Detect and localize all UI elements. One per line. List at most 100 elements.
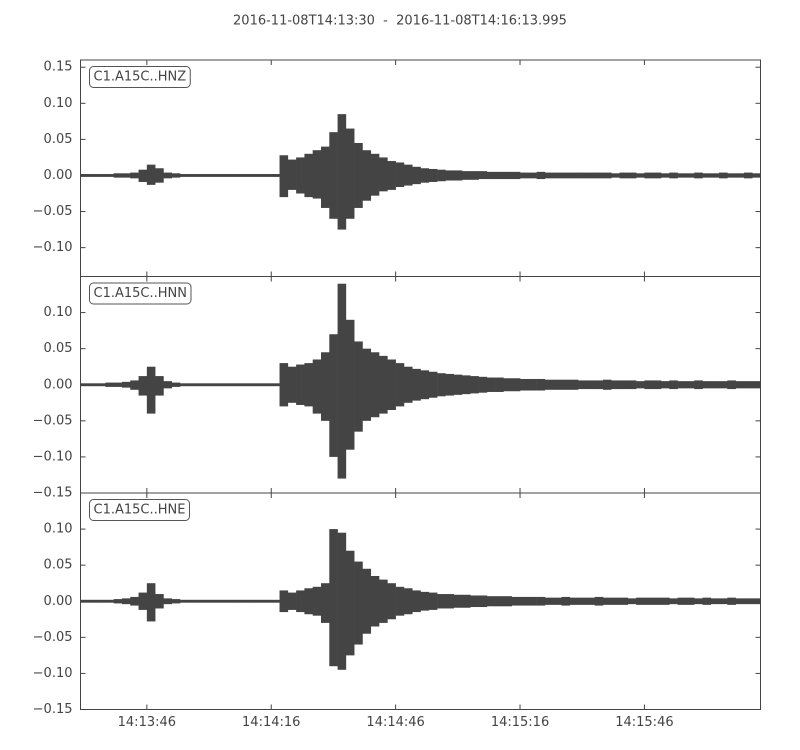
y-tick-label: −0.05 <box>33 204 73 219</box>
waveform-envelope <box>627 598 637 605</box>
waveform-envelope <box>627 172 637 179</box>
waveform-envelope <box>578 172 587 179</box>
waveform-envelope <box>345 550 355 656</box>
waveform-envelope <box>437 169 446 182</box>
waveform-envelope <box>279 590 289 613</box>
waveform-envelope <box>420 370 430 400</box>
channel-label: C1.A15C..HNN <box>94 286 187 301</box>
waveform-envelope <box>644 172 654 179</box>
waveform-envelope <box>561 172 571 179</box>
waveform-envelope <box>428 371 438 398</box>
waveform-envelope <box>710 173 720 178</box>
waveform-envelope <box>387 161 396 190</box>
waveform-envelope <box>113 599 123 604</box>
waveform-envelope <box>503 171 513 180</box>
waveform-envelope <box>685 173 695 178</box>
waveform-envelope <box>511 596 521 606</box>
waveform-envelope <box>262 174 272 177</box>
waveform-envelope <box>470 171 479 180</box>
waveform-envelope <box>370 153 380 196</box>
waveform-envelope <box>445 373 454 396</box>
waveform-envelope <box>320 583 330 623</box>
waveform-envelope <box>204 599 214 603</box>
waveform-envelope <box>536 171 546 180</box>
waveform-envelope <box>213 174 222 177</box>
waveform-envelope <box>619 380 629 390</box>
waveform-envelope <box>312 150 322 199</box>
waveform-envelope <box>213 599 222 603</box>
waveform-envelope <box>677 381 687 389</box>
waveform-envelope <box>652 380 662 390</box>
waveform-envelope <box>511 171 521 180</box>
waveform-envelope <box>478 171 488 180</box>
waveform-envelope <box>296 590 305 613</box>
waveform-envelope <box>669 172 678 179</box>
waveform-envelope <box>138 169 148 182</box>
waveform-envelope <box>685 597 695 605</box>
waveform-envelope <box>437 373 446 397</box>
waveform-envelope <box>652 172 662 179</box>
waveform-envelope <box>553 172 562 179</box>
waveform-envelope <box>420 591 430 611</box>
waveform-envelope <box>337 532 347 670</box>
waveform-envelope <box>229 383 239 387</box>
waveform-envelope <box>428 168 438 182</box>
y-tick-label: −0.05 <box>33 630 73 645</box>
waveform-envelope <box>602 597 612 605</box>
waveform-envelope <box>362 348 372 421</box>
y-tick-label: 0.00 <box>44 377 73 392</box>
waveform-envelope <box>180 174 189 177</box>
waveform-envelope <box>619 597 629 605</box>
waveform-envelope <box>520 172 529 179</box>
waveform-envelope <box>735 381 745 389</box>
waveform-envelope <box>661 597 670 605</box>
waveform-envelope <box>146 164 156 185</box>
waveform-envelope <box>636 381 645 389</box>
waveform-envelope <box>97 599 106 603</box>
channel-label: C1.A15C..HNE <box>94 503 186 518</box>
waveform-envelope <box>544 379 554 390</box>
waveform-envelope <box>544 597 554 605</box>
waveform-envelope <box>735 598 745 605</box>
y-tick-label: 0.05 <box>44 132 73 147</box>
waveform-envelope <box>121 381 131 388</box>
y-tick-label: −0.10 <box>33 240 73 255</box>
waveform-envelope <box>719 598 728 605</box>
waveform-envelope <box>362 150 372 201</box>
waveform-envelope <box>528 596 537 606</box>
waveform-envelope <box>677 173 687 178</box>
waveform-envelope <box>578 380 587 390</box>
waveform-envelope <box>569 597 579 605</box>
waveform-envelope <box>428 592 438 610</box>
waveform-envelope <box>163 598 173 605</box>
x-tick-label: 14:14:46 <box>366 715 424 730</box>
waveform-envelope <box>379 355 388 414</box>
waveform-envelope <box>146 583 156 622</box>
waveform-envelope <box>246 174 255 177</box>
waveform-envelope <box>395 162 405 188</box>
waveform-envelope <box>113 173 123 178</box>
waveform-envelope <box>486 171 496 180</box>
waveform-envelope <box>661 381 670 389</box>
channel-label-box <box>89 66 191 88</box>
y-tick-label: −0.15 <box>33 702 73 717</box>
waveform-envelope <box>296 364 305 405</box>
waveform-envelope <box>387 359 396 411</box>
waveform-envelope <box>88 383 98 387</box>
waveform-envelope <box>246 383 255 387</box>
waveform-envelope <box>304 588 314 615</box>
waveform-envelope <box>238 174 247 177</box>
waveform-envelope <box>254 383 264 387</box>
waveform-envelope <box>238 599 247 603</box>
waveform-envelope <box>304 363 314 407</box>
waveform-envelope <box>204 383 214 387</box>
waveform-envelope <box>254 174 264 177</box>
waveform-envelope <box>180 383 189 387</box>
waveform-envelope <box>594 596 604 606</box>
waveform-envelope <box>461 171 471 180</box>
waveform-envelope <box>453 170 463 181</box>
waveform-envelope <box>553 379 562 390</box>
waveform-envelope <box>611 597 620 605</box>
waveform-envelope <box>312 359 322 414</box>
waveform-envelope <box>445 594 454 609</box>
